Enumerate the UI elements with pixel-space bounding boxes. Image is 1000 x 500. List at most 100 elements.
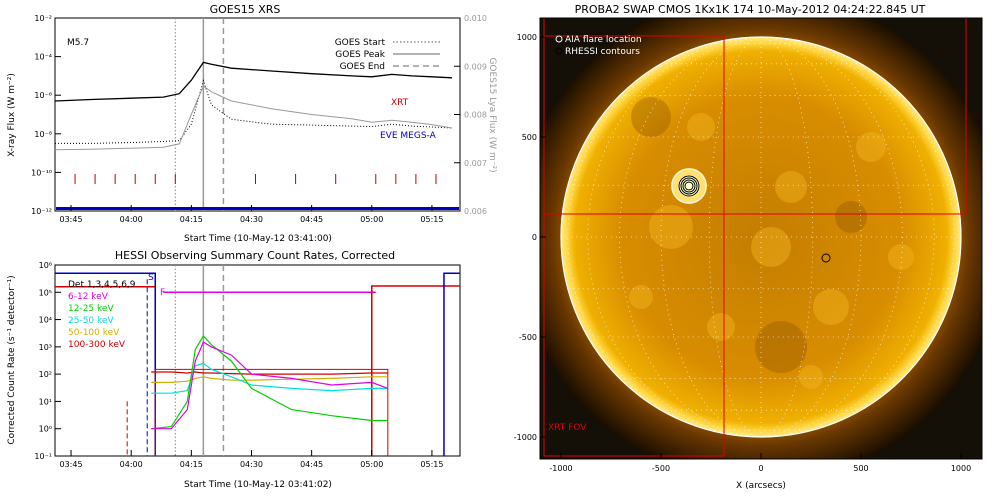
- goes-plot-frame: [54, 17, 461, 212]
- swap-xlabel: X (arcsecs): [736, 481, 786, 491]
- bright-region: [888, 244, 914, 270]
- hessi-series-25-50-kev: [151, 362, 388, 394]
- swap-xtick-label: 0: [758, 464, 763, 473]
- hessi-ytick-label: 10¹: [39, 397, 52, 406]
- hessi-ylabel: Corrected Count Rate (s⁻¹ detector⁻¹): [7, 275, 17, 444]
- dark-region: [631, 97, 671, 137]
- hessi-legend-item: 6-12 keV: [68, 292, 109, 302]
- goes-y2tick-label: 0.010: [464, 14, 487, 23]
- goes-xrt-label: XRT: [391, 98, 409, 108]
- swap-legend: AIA flare location RHESSI contours: [555, 35, 642, 57]
- goes-ylabel: X-ray Flux (W m⁻²): [7, 73, 17, 157]
- hessi-xlabel: Start Time (10-May-12 03:41:02): [184, 480, 332, 490]
- goes-xlabel: Start Time (10-May-12 03:41:00): [184, 234, 332, 244]
- eve-megs-a-bar: [56, 207, 459, 210]
- hessi-ytick-label: 10⁴: [39, 316, 52, 325]
- hessi-data-bracket: [154, 368, 389, 456]
- hessi-s-label: S: [148, 273, 154, 283]
- swap-ytick-label: 500: [522, 133, 537, 142]
- bright-region: [649, 205, 693, 249]
- goes-eve-label: EVE MEGS-A: [380, 131, 437, 141]
- hessi-xtick-label: 05:15: [420, 460, 443, 469]
- hessi-legend-item: 12-25 keV: [68, 304, 114, 314]
- hessi-ytick-label: 10⁶: [39, 261, 52, 270]
- goes-long-channel-line: [54, 61, 453, 102]
- hessi-ytick-label: 10²: [39, 370, 52, 379]
- goes-ytick-label: 10⁻²: [34, 14, 52, 23]
- goes-legend: GOES Start GOES Peak GOES End: [335, 38, 440, 72]
- bright-region: [799, 365, 823, 389]
- hessi-legend-item: 50-100 keV: [68, 328, 120, 338]
- goes-xtick-label: 04:30: [240, 215, 263, 224]
- longitude-line: [660, 36, 762, 438]
- hessi-ytick-label: 10³: [39, 343, 52, 352]
- goes-class-label: M5.7: [67, 38, 89, 48]
- goes-xtick-label: 04:45: [300, 215, 323, 224]
- goes-y2tick-label: 0.009: [464, 62, 487, 71]
- goes-ytick-label: 10⁻⁴: [34, 53, 52, 62]
- hessi-series-100-300-kev: [151, 371, 388, 375]
- xrt-fov-box-upper: [543, 18, 967, 215]
- goes-ytick-label: 10⁻¹⁰: [31, 168, 52, 177]
- swap-ytick-label: 0: [532, 233, 537, 242]
- goes-ytick-label: 10⁻⁸: [34, 130, 52, 139]
- hessi-xtick-label: 04:45: [300, 460, 323, 469]
- goes-y2tick-label: 0.007: [464, 159, 487, 168]
- dark-region: [755, 321, 807, 373]
- hessi-series-6-12-kev: [151, 341, 389, 430]
- longitude-line: [760, 36, 903, 438]
- hessi-panel: HESSI Observing Summary Count Rates, Cor…: [7, 249, 461, 490]
- swap-title: PROBA2 SWAP CMOS 1Kx1K 174 10-May-2012 0…: [575, 3, 926, 16]
- swap-xtick-label: 1000: [951, 464, 971, 473]
- goes-xtick-label: 04:15: [180, 215, 203, 224]
- bright-region: [813, 289, 849, 325]
- longitude-line: [708, 36, 762, 438]
- hessi-series-12-25-kev: [151, 335, 388, 430]
- hessi-ytick-label: 10⁵: [39, 288, 52, 297]
- goes-legend-start: GOES Start: [335, 38, 386, 48]
- swap-ytick-label: -1000: [514, 433, 537, 442]
- longitude-line: [619, 36, 762, 438]
- hessi-f-label: F: [160, 288, 165, 298]
- goes-y2tick-label: 0.006: [464, 207, 487, 216]
- hessi-night-line-2: [371, 285, 460, 456]
- swap-ytick-label: -500: [519, 333, 537, 342]
- goes-legend-end: GOES End: [340, 62, 385, 72]
- goes-legend-peak: GOES Peak: [335, 50, 385, 60]
- rhessi-contours: [678, 175, 700, 197]
- hessi-legend-item: 25-50 keV: [68, 316, 114, 326]
- swap-xtick-label: -1000: [549, 464, 572, 473]
- swap-xtick-label: 500: [853, 464, 868, 473]
- swap-panel: PROBA2 SWAP CMOS 1Kx1K 174 10-May-2012 0…: [514, 3, 983, 491]
- bright-region: [707, 313, 735, 341]
- goes-xtick-label: 05:00: [360, 215, 383, 224]
- bright-region: [751, 227, 791, 267]
- bright-region: [687, 113, 715, 141]
- bright-region: [629, 285, 653, 309]
- goes-panel: GOES15 XRS M5.7 XRT EVE MEGS-A GOES Star…: [7, 3, 497, 244]
- goes-xtick-label: 03:45: [60, 215, 83, 224]
- hessi-xtick-label: 05:00: [360, 460, 383, 469]
- hessi-xtick-label: 04:15: [180, 460, 203, 469]
- swap-ytick-label: 1000: [517, 33, 537, 42]
- bright-region: [856, 132, 886, 162]
- xrt-fov-box: [543, 35, 725, 457]
- dark-region: [835, 201, 867, 233]
- solar-limb: [560, 36, 962, 438]
- xrt-fov-label: XRT FOV: [548, 423, 587, 433]
- goes-ytick-label: 10⁻¹²: [31, 207, 52, 216]
- aia-flare-location: [671, 168, 707, 204]
- swap-xtick-label: -500: [652, 464, 670, 473]
- longitude-line: [760, 36, 814, 438]
- hessi-legend-item: 100-300 keV: [68, 340, 126, 350]
- hessi-ytick-label: 10⁰: [39, 425, 52, 434]
- hessi-xtick-label: 03:45: [60, 460, 83, 469]
- svg-text:RHESSI contours: RHESSI contours: [565, 47, 640, 57]
- goes-y2label: GOES15 Lya Flux (W m⁻²): [487, 57, 497, 172]
- hessi-series-50-100-kev: [151, 376, 388, 383]
- longitude-line: [760, 36, 862, 438]
- hessi-ytick-label: 10⁻¹: [34, 452, 52, 461]
- svg-text:AIA flare location: AIA flare location: [565, 35, 642, 45]
- hessi-title: HESSI Observing Summary Count Rates, Cor…: [115, 249, 395, 262]
